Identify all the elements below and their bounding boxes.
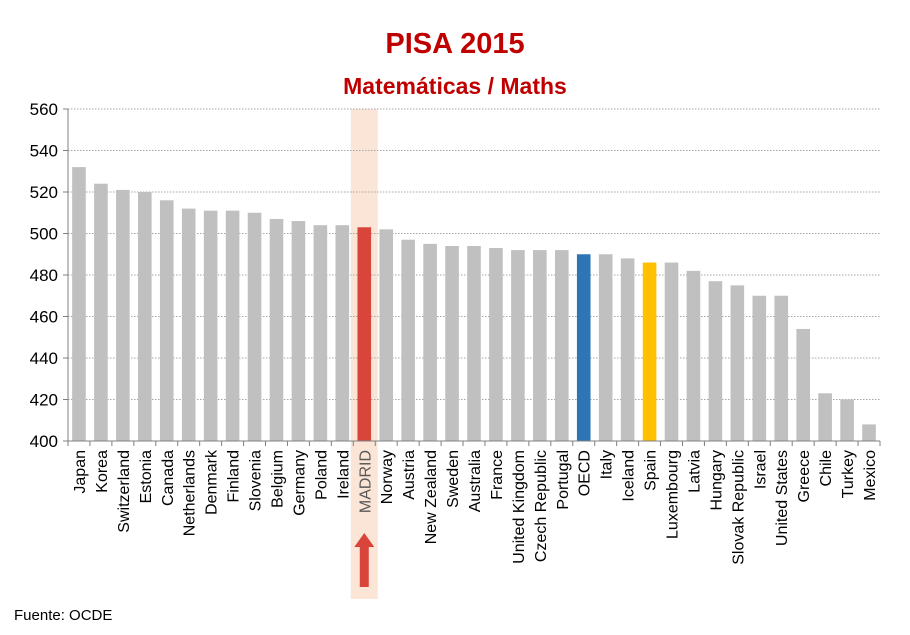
bar-norway: [379, 229, 393, 441]
category-label: OECD: [577, 450, 594, 496]
bar-denmark: [204, 211, 218, 441]
bar-oecd: [577, 254, 591, 441]
y-tick-label: 420: [30, 391, 58, 410]
bar-australia: [467, 246, 481, 441]
category-label: Finland: [226, 450, 243, 502]
bar-sweden: [445, 246, 459, 441]
category-label: Spain: [643, 450, 660, 491]
bar-italy: [599, 254, 613, 441]
bar-netherlands: [182, 209, 196, 441]
bar-poland: [314, 225, 328, 441]
bar-japan: [72, 167, 86, 441]
bar-iceland: [621, 258, 635, 441]
bar-finland: [226, 211, 240, 441]
category-label: Slovenia: [248, 450, 265, 511]
bar-israel: [752, 296, 766, 441]
category-label: Portugal: [555, 450, 572, 510]
category-label: Denmark: [204, 449, 221, 515]
bar-madrid: [357, 227, 371, 441]
bar-turkey: [840, 400, 854, 442]
category-label: Ireland: [335, 450, 352, 499]
bar-belgium: [270, 219, 284, 441]
y-tick-label: 440: [30, 349, 58, 368]
bar-spain: [643, 263, 657, 441]
category-label: Greece: [796, 450, 813, 503]
category-label: Switzerland: [116, 450, 133, 533]
y-tick-label: 480: [30, 266, 58, 285]
bar-latvia: [687, 271, 701, 441]
bar-hungary: [709, 281, 723, 441]
y-tick-label: 540: [30, 142, 58, 161]
category-label: Czech Republic: [533, 450, 550, 562]
category-label: France: [489, 450, 506, 500]
bar-portugal: [555, 250, 569, 441]
y-tick-label: 460: [30, 308, 58, 327]
bar-germany: [292, 221, 306, 441]
category-label: Netherlands: [182, 450, 199, 536]
bar-switzerland: [116, 190, 130, 441]
bar-ireland: [336, 225, 350, 441]
category-label: United States: [774, 450, 791, 546]
category-label: Norway: [379, 450, 396, 504]
category-label: Poland: [313, 450, 330, 500]
y-tick-label: 560: [30, 100, 58, 119]
bar-luxembourg: [665, 263, 679, 441]
bar-new-zealand: [423, 244, 437, 441]
category-label: Luxembourg: [665, 450, 682, 539]
bar-estonia: [138, 192, 152, 441]
bar-korea: [94, 184, 108, 441]
category-label: Chile: [818, 450, 835, 487]
bar-slovak-republic: [731, 285, 745, 441]
category-label: Germany: [291, 450, 308, 516]
bar-greece: [796, 329, 810, 441]
category-label: Latvia: [686, 450, 703, 493]
category-label: Belgium: [269, 450, 286, 508]
category-label: Austria: [401, 450, 418, 500]
category-label: Australia: [467, 450, 484, 512]
bar-czech-republic: [533, 250, 547, 441]
bar-mexico: [862, 424, 876, 441]
category-label: New Zealand: [423, 450, 440, 544]
bar-united-kingdom: [511, 250, 525, 441]
category-label: Italy: [599, 450, 616, 479]
category-label: Israel: [752, 450, 769, 489]
category-label: Hungary: [708, 450, 725, 510]
category-label: Korea: [94, 450, 111, 493]
bar-canada: [160, 200, 174, 441]
bar-france: [489, 248, 503, 441]
category-label: MADRID: [357, 450, 374, 513]
category-label: Iceland: [621, 450, 638, 502]
bar-slovenia: [248, 213, 262, 441]
y-tick-label: 400: [30, 432, 58, 451]
bar-chile: [818, 393, 832, 441]
category-label: Turkey: [840, 450, 857, 498]
bar-austria: [401, 240, 415, 441]
source-note: Fuente: OCDE: [14, 607, 112, 624]
y-tick-label: 500: [30, 225, 58, 244]
category-label: Mexico: [862, 450, 879, 501]
bar-united-states: [774, 296, 788, 441]
category-label: Estonia: [138, 450, 155, 503]
category-label: Slovak Republic: [730, 450, 747, 565]
category-label: Japan: [72, 450, 89, 494]
category-label: United Kingdom: [511, 450, 528, 564]
y-tick-label: 520: [30, 183, 58, 202]
category-label: Canada: [160, 450, 177, 506]
category-label: Sweden: [445, 450, 462, 508]
